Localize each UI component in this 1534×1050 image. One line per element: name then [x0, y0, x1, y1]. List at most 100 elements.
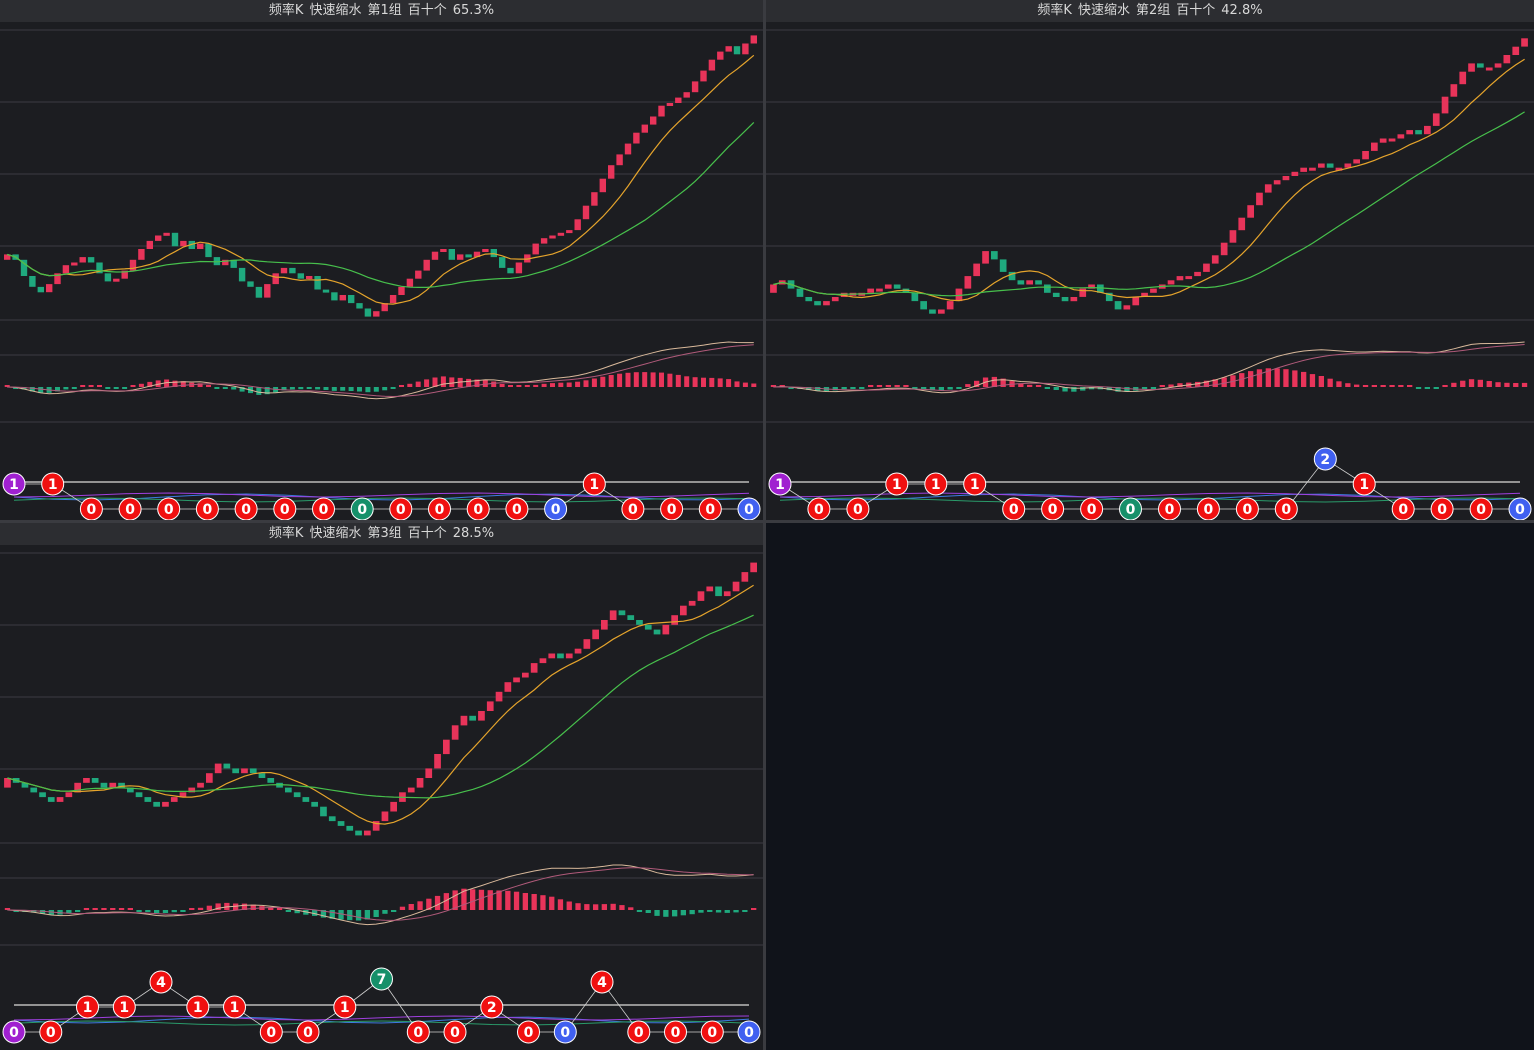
candle — [522, 672, 529, 678]
badge-circle — [406, 1020, 430, 1044]
badge-circle — [846, 497, 870, 520]
macd-bar — [550, 383, 555, 387]
badge-circle — [1313, 447, 1337, 471]
macd-bar — [373, 910, 379, 917]
chart-canvas[interactable]: 0 0 1 1 4 1 1 0 0 1 7 0 0 2 0 0 4 0 0 0 0 — [0, 545, 763, 1050]
count-badge: 1 — [2, 472, 26, 496]
candle — [1291, 171, 1299, 176]
macd-bar — [601, 904, 607, 910]
badge-value: 0 — [1048, 502, 1058, 518]
macd-bar — [13, 910, 19, 912]
macd-bar — [417, 901, 423, 910]
candle — [1494, 63, 1502, 68]
candle — [770, 284, 777, 293]
macd-bar — [66, 910, 72, 914]
macd-bar — [1212, 379, 1218, 387]
candle — [725, 46, 732, 52]
macd-bar — [487, 890, 493, 910]
macd-bar — [1088, 387, 1095, 390]
macd-bar — [130, 385, 136, 387]
badge-value: 0 — [744, 1025, 754, 1041]
candle — [1132, 297, 1140, 306]
candle — [1220, 242, 1228, 256]
candle — [1468, 63, 1475, 72]
macd-bar — [832, 387, 838, 391]
candle — [715, 586, 722, 597]
macd-bar — [636, 910, 643, 912]
macd-bar — [965, 384, 971, 387]
candle — [982, 251, 989, 264]
macd-bar — [1292, 370, 1298, 387]
macd-bar — [281, 387, 287, 391]
candle — [1362, 151, 1369, 160]
candle — [644, 624, 652, 630]
candle — [920, 301, 927, 310]
candle — [457, 254, 464, 260]
macd-bar — [88, 385, 94, 387]
macd-bar — [29, 387, 35, 392]
count-badge: 0 — [118, 497, 142, 520]
macd-bar — [426, 898, 432, 910]
count-badge: 0 — [406, 1020, 430, 1044]
candle — [884, 284, 892, 289]
macd-bar — [75, 910, 81, 912]
candle — [557, 653, 564, 659]
candle — [440, 249, 447, 252]
candle — [238, 267, 246, 282]
candle — [373, 311, 380, 317]
macd-bar — [1354, 384, 1360, 387]
macd-bar — [289, 387, 295, 390]
macd-bar — [672, 910, 678, 917]
indicator-line-purple — [13, 1015, 750, 1021]
indicator-line-purple — [779, 492, 1521, 498]
candle — [285, 787, 292, 793]
candle — [671, 615, 678, 625]
candle — [532, 243, 539, 255]
macd-bar — [250, 904, 256, 910]
candle — [662, 624, 670, 635]
chart-canvas[interactable]: 1 0 0 1 1 1 0 0 0 0 0 0 0 0 2 1 0 0 0 0 — [766, 22, 1534, 520]
macd-bar — [470, 889, 476, 910]
badge-value: 1 — [892, 477, 902, 493]
group-label: 第3组 — [367, 526, 402, 541]
chart-canvas[interactable]: 1 1 0 0 0 0 0 0 0 0 0 0 0 0 0 1 0 0 0 0 — [0, 22, 763, 520]
macd-bar — [399, 385, 404, 387]
badge-circle — [1041, 497, 1065, 520]
candle — [1176, 276, 1184, 281]
macd-bar — [172, 380, 178, 387]
chart-panel-group-2[interactable]: 频率K 快速缩水 第2组 百十个 42.8% 1 0 0 1 1 1 0 0 0 0 0 0 0 0 2 1 0 0 0 0 — [766, 0, 1534, 520]
candle — [1282, 176, 1290, 181]
candle — [331, 292, 338, 301]
macd-bar — [1141, 387, 1148, 390]
chart-panel-group-1[interactable]: 频率K 快速缩水 第1组 百十个 65.3% 1 1 0 0 0 0 0 0 0 0 0 0 0 0 0 1 0 0 0 0 — [0, 0, 763, 520]
ma-long-line — [7, 121, 755, 288]
count-badge: 0 — [350, 497, 374, 520]
macd-bar — [323, 387, 329, 390]
candle — [4, 254, 11, 260]
count-badge: 0 — [544, 497, 568, 520]
candle — [398, 286, 405, 295]
percent-label: 42.8% — [1221, 3, 1263, 18]
candle — [302, 797, 310, 802]
macd-bar — [859, 387, 865, 389]
macd-bar — [1062, 387, 1068, 392]
candle — [616, 154, 623, 166]
macd-bar — [991, 376, 997, 387]
badge-circle — [1430, 497, 1454, 520]
macd-bar — [1415, 387, 1422, 389]
badge-value: 7 — [377, 972, 387, 988]
count-badge: 2 — [480, 995, 504, 1019]
macd-bar — [692, 377, 698, 387]
macd-bar — [306, 387, 312, 389]
macd-bar — [391, 910, 397, 912]
macd-bar — [1504, 382, 1510, 387]
badge-circle — [195, 497, 219, 520]
candle — [135, 792, 143, 798]
chart-panel-group-3[interactable]: 频率K 快速缩水 第3组 百十个 28.5% 0 0 1 1 4 1 1 0 0 1 7 0 0 2 0 0 4 0 0 0 0 — [0, 523, 763, 1050]
candle — [311, 801, 318, 807]
macd-bar — [320, 910, 327, 918]
count-badge: 0 — [846, 497, 870, 520]
count-badge: 0 — [443, 1020, 467, 1044]
macd-bar — [214, 387, 220, 389]
badge-value: 0 — [241, 502, 251, 518]
